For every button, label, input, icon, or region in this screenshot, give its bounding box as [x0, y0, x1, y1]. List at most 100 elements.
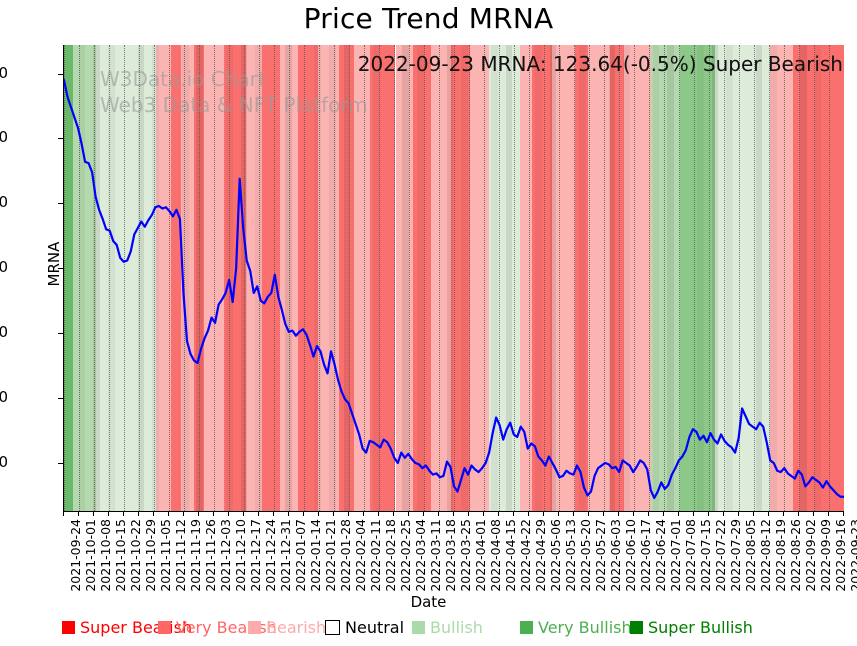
x-axis-tick-mark — [723, 511, 724, 516]
legend-label: Super Bullish — [648, 618, 753, 637]
x-axis-tick-mark — [408, 511, 409, 516]
x-axis-tick-mark — [513, 511, 514, 516]
sentiment-band — [298, 45, 318, 511]
legend-item[interactable]: Super Bullish — [630, 618, 753, 637]
x-axis-tick-mark — [573, 511, 574, 516]
x-axis-tick-label: 2022-05-27 — [593, 519, 608, 592]
sentiment-band — [413, 45, 431, 511]
x-axis-tick-mark — [183, 511, 184, 516]
sentiment-band — [610, 45, 625, 511]
sentiment-band-stripe — [608, 45, 616, 511]
x-axis-tick-label: 2022-06-17 — [638, 519, 653, 592]
y-axis-tick-mark — [58, 268, 63, 270]
x-axis-tick-mark — [693, 511, 694, 516]
sentiment-band-stripe — [505, 45, 513, 511]
x-axis-tick-mark — [483, 511, 484, 516]
sentiment-band-stripe — [93, 45, 101, 511]
x-axis-tick-label: 2022-02-04 — [353, 519, 368, 592]
sentiment-band-stripe — [137, 45, 145, 511]
x-axis-tick-mark — [678, 511, 679, 516]
x-axis-tick-label: 2022-04-29 — [533, 519, 548, 592]
x-axis-tick-mark — [798, 511, 799, 516]
sentiment-band-stripe — [152, 45, 160, 511]
sentiment-band-stripe — [255, 45, 263, 511]
sentiment-band — [170, 45, 181, 511]
x-axis-tick-label: 2022-01-21 — [323, 519, 338, 592]
x-axis-tick-label: 2022-08-12 — [758, 519, 773, 592]
sentiment-band-stripe — [755, 45, 763, 511]
x-axis-tick-label: 2022-04-22 — [518, 519, 533, 592]
x-axis-tick-mark — [228, 511, 229, 516]
x-axis-tick-label: 2022-07-15 — [698, 519, 713, 592]
x-axis-tick-label: 2022-06-10 — [623, 519, 638, 592]
page-title: Price Trend MRNA — [303, 2, 554, 35]
x-axis-tick-mark — [288, 511, 289, 516]
sentiment-band — [532, 45, 552, 511]
x-axis-tick-label: 2022-01-14 — [308, 519, 323, 592]
y-axis-tick-mark — [58, 138, 63, 140]
x-axis-tick-label: 2022-07-08 — [683, 519, 698, 592]
x-axis-tick-mark — [333, 511, 334, 516]
x-axis-tick-label: 2022-05-06 — [548, 519, 563, 592]
x-axis-tick-label: 2021-11-12 — [173, 519, 188, 592]
y-axis-tick-mark — [58, 73, 63, 75]
y-axis-tick-label: 400 — [0, 128, 8, 147]
x-axis-tick-mark — [258, 511, 259, 516]
x-axis-tick-label: 2021-12-31 — [278, 519, 293, 592]
x-axis-tick-mark — [648, 511, 649, 516]
sentiment-band-stripe — [549, 45, 557, 511]
sentiment-band — [95, 45, 157, 511]
sentiment-band — [769, 45, 794, 511]
x-axis-tick-label: 2022-04-01 — [473, 519, 488, 592]
x-axis-tick-label: 2022-03-04 — [413, 519, 428, 592]
y-axis-title: MRNA — [45, 241, 63, 287]
x-axis-tick-mark — [708, 511, 709, 516]
x-axis-tick-mark — [753, 511, 754, 516]
x-axis-tick-mark — [453, 511, 454, 516]
x-axis-tick-mark — [783, 511, 784, 516]
sentiment-band-stripe — [652, 45, 660, 511]
y-axis-tick-label: 250 — [0, 323, 8, 342]
x-axis-tick-mark — [153, 511, 154, 516]
x-axis-tick-label: 2022-06-03 — [608, 519, 623, 592]
x-axis-tick-label: 2021-11-26 — [203, 519, 218, 592]
x-axis-tick-label: 2021-12-03 — [218, 519, 233, 592]
x-axis-tick-label: 2022-07-29 — [728, 519, 743, 592]
sentiment-band-stripe — [402, 45, 410, 511]
plot-area — [63, 45, 844, 512]
legend-label: Bearish — [266, 618, 327, 637]
y-axis-tick-label: 200 — [0, 388, 8, 407]
legend-label: Neutral — [345, 618, 405, 637]
x-axis-tick-mark — [738, 511, 739, 516]
sentiment-band — [624, 45, 651, 511]
x-axis-tick-mark — [108, 511, 109, 516]
x-axis-tick-mark — [498, 511, 499, 516]
y-axis-tick-mark — [58, 462, 63, 464]
x-axis-tick-label: 2022-09-09 — [818, 519, 833, 592]
x-axis-tick-mark — [528, 511, 529, 516]
sentiment-band — [369, 45, 396, 511]
sentiment-band-stripe — [328, 45, 336, 511]
x-axis-tick-mark — [123, 511, 124, 516]
sentiment-band-stripe — [446, 45, 454, 511]
x-axis-tick-label: 2021-09-24 — [68, 519, 83, 592]
sentiment-band-stripe — [461, 45, 469, 511]
x-axis-tick-label: 2022-09-16 — [833, 519, 848, 592]
sentiment-band-stripe — [181, 45, 189, 511]
x-axis-tick-label: 2021-11-19 — [188, 519, 203, 592]
x-axis-tick-label: 2022-08-26 — [788, 519, 803, 592]
sentiment-band-stripe — [314, 45, 321, 511]
x-axis-tick-label: 2022-05-20 — [578, 519, 593, 592]
y-axis-tick-label: 300 — [0, 258, 8, 277]
legend-swatch — [325, 620, 340, 635]
legend-item[interactable]: Bearish — [248, 618, 326, 637]
x-axis-tick-mark — [468, 511, 469, 516]
x-axis-tick-mark — [318, 511, 319, 516]
legend-item[interactable]: Bullish — [412, 618, 483, 637]
x-axis-tick-mark — [768, 511, 769, 516]
sentiment-band — [574, 45, 589, 511]
legend-swatch — [630, 621, 643, 634]
legend-item[interactable]: Neutral — [325, 618, 404, 637]
legend-item[interactable]: Very Bullish — [520, 618, 632, 637]
x-axis-tick-mark — [78, 511, 79, 516]
